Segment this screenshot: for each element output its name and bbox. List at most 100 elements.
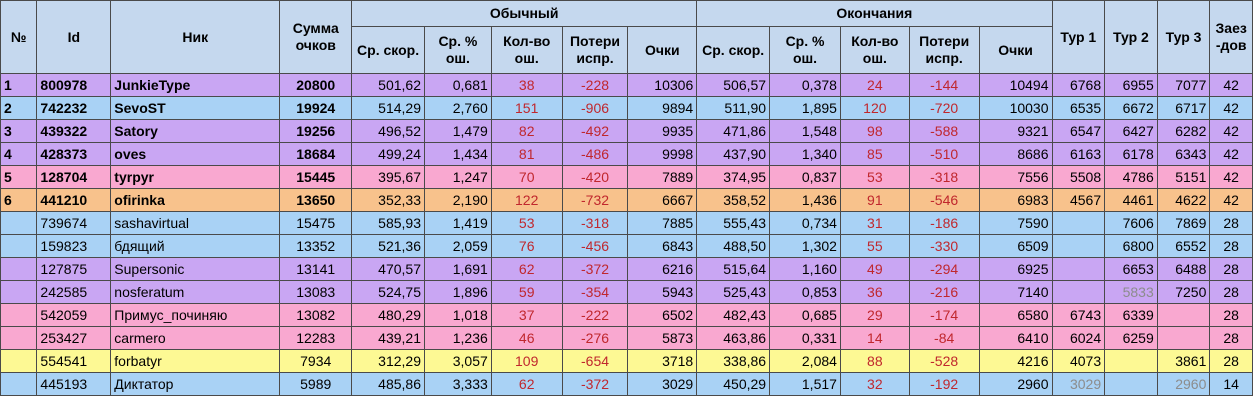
cell-sum: 19256 xyxy=(279,119,353,143)
endings-errpct-header: Ср. % ош. xyxy=(769,26,841,74)
cell-endings-points: 6983 xyxy=(978,188,1053,212)
endings-points-header: Очки xyxy=(978,26,1053,74)
cell-normal-errpct: 0,681 xyxy=(424,73,492,97)
cell-endings-fixloss: -318 xyxy=(908,165,980,189)
cell-endings-fixloss: -84 xyxy=(908,326,980,350)
cell-nick: tyrpyr xyxy=(110,165,281,189)
cell-tour2: 6672 xyxy=(1104,96,1158,120)
cell-normal-errcount: 62 xyxy=(490,257,563,281)
cell-endings-errpct: 1,436 xyxy=(769,188,841,212)
cell-endings-points: 6580 xyxy=(978,303,1053,327)
col-nick-header: Ник xyxy=(110,0,281,74)
cell-tour1: 6768 xyxy=(1051,73,1106,97)
cell-nick: бдящий xyxy=(110,234,281,258)
cell-normal-points: 5873 xyxy=(627,326,698,350)
cell-endings-errcount: 91 xyxy=(839,188,910,212)
cell-nick: forbatyr xyxy=(110,349,281,373)
cell-endings-errpct: 0,378 xyxy=(769,73,841,97)
cell-endings-fixloss: -510 xyxy=(908,142,980,166)
cell-id: 445193 xyxy=(36,372,112,396)
cell-nick: Supersonic xyxy=(110,257,281,281)
cell-normal-speed: 439,21 xyxy=(351,326,425,350)
cell-normal-fixloss: -732 xyxy=(561,188,629,212)
cell-sum: 13650 xyxy=(279,188,353,212)
cell-normal-errcount: 46 xyxy=(490,326,563,350)
cell-num xyxy=(0,211,38,235)
cell-tour2: 6427 xyxy=(1104,119,1158,143)
cell-endings-points: 7140 xyxy=(978,280,1053,304)
cell-num: 4 xyxy=(0,142,38,166)
group-endings-header: Окончания xyxy=(696,0,1053,27)
cell-normal-errpct: 3,333 xyxy=(424,372,492,396)
cell-id: 739674 xyxy=(36,211,112,235)
cell-endings-points: 10494 xyxy=(978,73,1053,97)
cell-endings-errcount: 32 xyxy=(839,372,910,396)
cell-nick: SevoST xyxy=(110,96,281,120)
cell-normal-fixloss: -276 xyxy=(561,326,629,350)
cell-id: 742232 xyxy=(36,96,112,120)
cell-num xyxy=(0,349,38,373)
cell-num xyxy=(0,257,38,281)
cell-endings-errcount: 53 xyxy=(839,165,910,189)
cell-normal-errpct: 2,760 xyxy=(424,96,492,120)
col-num-header: № xyxy=(0,0,38,74)
cell-nick: Диктатор xyxy=(110,372,281,396)
cell-endings-fixloss: -216 xyxy=(908,280,980,304)
cell-normal-speed: 501,62 xyxy=(351,73,425,97)
cell-endings-points: 9321 xyxy=(978,119,1053,143)
cell-endings-speed: 471,86 xyxy=(696,119,771,143)
cell-normal-fixloss: -420 xyxy=(561,165,629,189)
cell-normal-fixloss: -654 xyxy=(561,349,629,373)
cell-normal-speed: 470,57 xyxy=(351,257,425,281)
cell-tour2 xyxy=(1104,372,1158,396)
col-races-header: Заез-дов xyxy=(1209,0,1253,74)
col-tour2-header: Тур 2 xyxy=(1104,0,1158,74)
cell-normal-fixloss: -354 xyxy=(561,280,629,304)
cell-endings-speed: 358,52 xyxy=(696,188,771,212)
table-row: 1 800978 JunkieType 20800 501,62 0,681 3… xyxy=(0,73,1253,97)
normal-errcount-header: Кол-во ош. xyxy=(490,26,563,74)
cell-tour1 xyxy=(1051,257,1106,281)
cell-sum: 19924 xyxy=(279,96,353,120)
cell-id: 428373 xyxy=(36,142,112,166)
cell-races: 28 xyxy=(1209,349,1253,373)
cell-normal-errcount: 76 xyxy=(490,234,563,258)
cell-endings-points: 6925 xyxy=(978,257,1053,281)
cell-normal-fixloss: -318 xyxy=(561,211,629,235)
cell-normal-speed: 480,29 xyxy=(351,303,425,327)
cell-tour1: 3029 xyxy=(1051,372,1106,396)
cell-id: 542059 xyxy=(36,303,112,327)
cell-normal-speed: 585,93 xyxy=(351,211,425,235)
cell-endings-speed: 525,43 xyxy=(696,280,771,304)
cell-races: 42 xyxy=(1209,142,1253,166)
cell-normal-points: 5943 xyxy=(627,280,698,304)
cell-nick: ofirinka xyxy=(110,188,281,212)
cell-normal-errpct: 1,018 xyxy=(424,303,492,327)
cell-endings-errpct: 0,685 xyxy=(769,303,841,327)
cell-endings-errpct: 0,734 xyxy=(769,211,841,235)
cell-nick: sashavirtual xyxy=(110,211,281,235)
cell-num xyxy=(0,280,38,304)
cell-num xyxy=(0,234,38,258)
cell-endings-points: 2960 xyxy=(978,372,1053,396)
cell-normal-errpct: 3,057 xyxy=(424,349,492,373)
cell-endings-errpct: 0,837 xyxy=(769,165,841,189)
cell-tour1: 5508 xyxy=(1051,165,1106,189)
cell-endings-errpct: 0,331 xyxy=(769,326,841,350)
cell-normal-points: 6843 xyxy=(627,234,698,258)
cell-normal-speed: 352,33 xyxy=(351,188,425,212)
cell-tour2: 6259 xyxy=(1104,326,1158,350)
cell-tour1 xyxy=(1051,280,1106,304)
cell-normal-fixloss: -222 xyxy=(561,303,629,327)
cell-normal-points: 9935 xyxy=(627,119,698,143)
cell-normal-points: 7889 xyxy=(627,165,698,189)
normal-errpct-header: Ср. % ош. xyxy=(424,26,492,74)
cell-normal-points: 6502 xyxy=(627,303,698,327)
cell-sum: 7934 xyxy=(279,349,353,373)
endings-fixloss-header: Потери испр. xyxy=(908,26,980,74)
cell-normal-fixloss: -372 xyxy=(561,257,629,281)
table-body: 1 800978 JunkieType 20800 501,62 0,681 3… xyxy=(0,73,1253,396)
cell-id: 439322 xyxy=(36,119,112,143)
cell-normal-errcount: 62 xyxy=(490,372,563,396)
cell-races: 42 xyxy=(1209,188,1253,212)
